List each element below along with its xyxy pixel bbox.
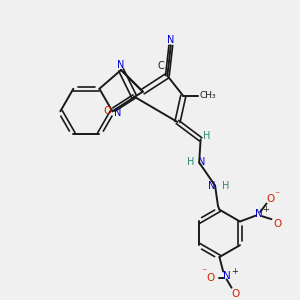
Text: N: N: [114, 108, 121, 118]
Text: H: H: [187, 158, 194, 167]
Text: N: N: [167, 35, 175, 45]
Text: C: C: [158, 61, 164, 71]
Text: O: O: [266, 194, 275, 204]
Text: +: +: [231, 267, 238, 276]
Text: O: O: [206, 273, 214, 283]
Text: N: N: [255, 209, 262, 219]
Text: H: H: [221, 181, 229, 190]
Text: N: N: [223, 272, 231, 281]
Text: N: N: [208, 181, 216, 190]
Text: H: H: [203, 131, 211, 141]
Text: CH₃: CH₃: [200, 92, 216, 100]
Text: N: N: [198, 158, 206, 167]
Text: +: +: [262, 206, 269, 214]
Text: ⁻: ⁻: [274, 191, 280, 201]
Text: O: O: [273, 218, 281, 229]
Text: O: O: [103, 106, 112, 116]
Text: O: O: [231, 290, 239, 299]
Text: N: N: [117, 60, 125, 70]
Text: ⁻: ⁻: [201, 268, 206, 278]
